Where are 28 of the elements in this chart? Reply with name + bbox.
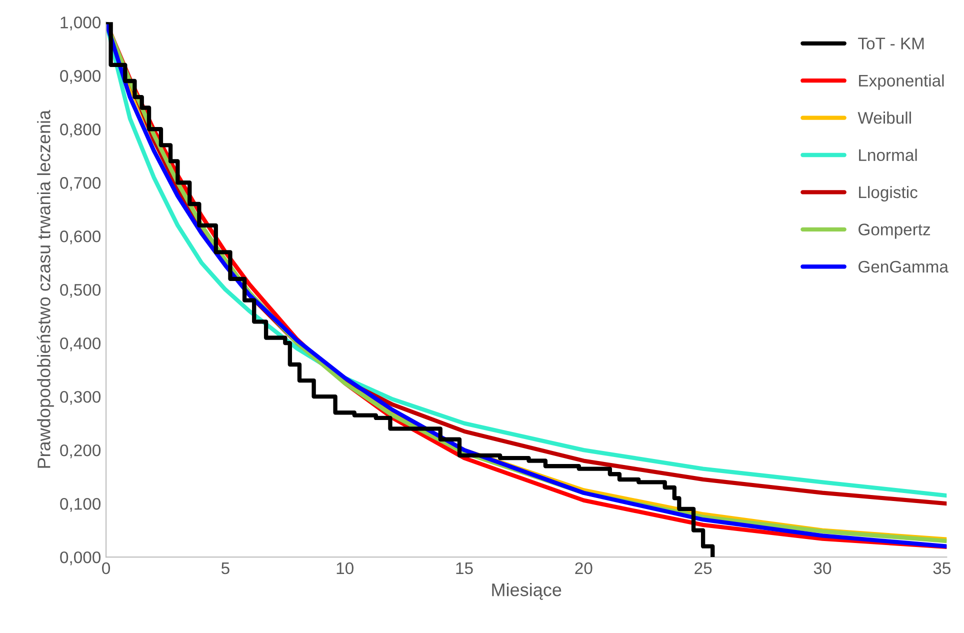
- y-tick-label: 0,800: [60, 124, 101, 138]
- y-axis-title: Prawdopodobieństwo czasu trwania leczenia: [36, 110, 54, 468]
- x-tick-label: 20: [575, 562, 592, 574]
- x-axis-title: Miesiące: [492, 582, 562, 600]
- x-tick-label: 10: [336, 562, 354, 574]
- x-tick-label: 35: [933, 562, 950, 574]
- legend-label: GenGamma: [858, 260, 948, 273]
- y-tick-label: 0,200: [60, 444, 101, 458]
- x-tick-label: 25: [694, 562, 712, 574]
- legend-label: Exponential: [859, 74, 944, 90]
- legend-label: Weibull: [858, 112, 911, 124]
- y-tick-label: 0,100: [60, 498, 101, 512]
- y-tick-label: 1,000: [60, 16, 101, 30]
- legend-label: Lnormal: [859, 148, 917, 162]
- x-tick-label: 5: [221, 562, 230, 574]
- y-tick-label: 0,600: [60, 230, 101, 244]
- legend-label: ToT - KM: [858, 38, 924, 50]
- y-tick-label: 0,300: [60, 390, 101, 405]
- y-tick-label: 0,000: [60, 551, 101, 566]
- y-tick-label: 0,900: [60, 70, 101, 84]
- y-tick-label: 0,500: [60, 284, 101, 298]
- x-tick-label: 30: [814, 562, 832, 574]
- x-tick-label: 0: [102, 562, 110, 574]
- legend-label: Llogistic: [859, 186, 918, 202]
- y-tick-label: 0,400: [60, 337, 101, 352]
- x-tick-label: 15: [456, 562, 473, 574]
- legend-label: Gompertz: [858, 224, 930, 239]
- y-tick-label: 0,700: [60, 177, 101, 191]
